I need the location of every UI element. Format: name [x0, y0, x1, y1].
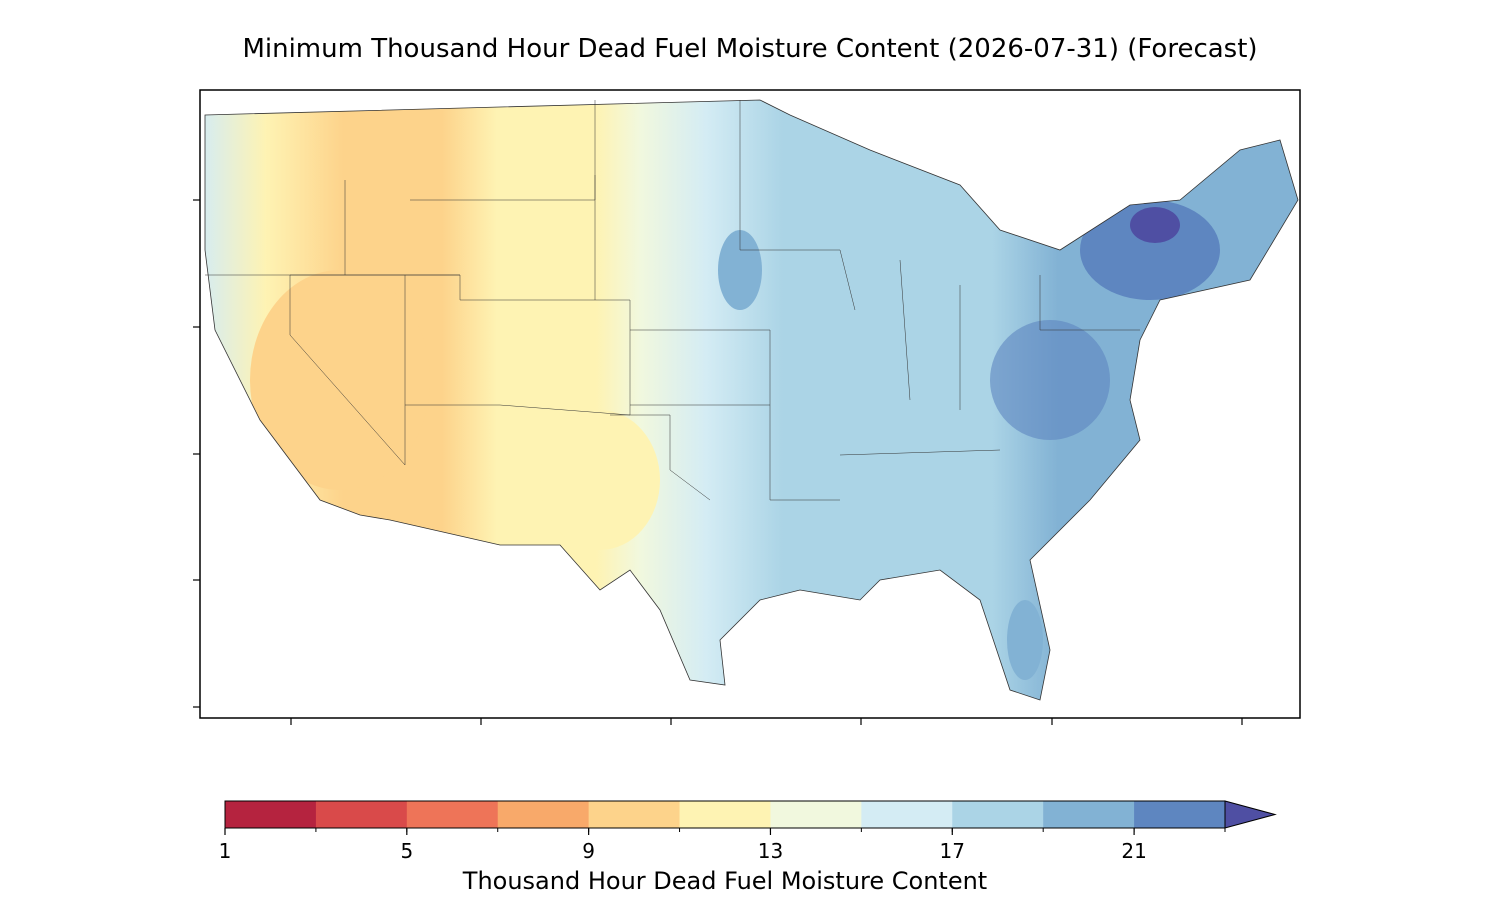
colorbar-tick-label: 1	[219, 839, 232, 863]
colorbar-tick-label: 17	[940, 839, 965, 863]
colorbar-bin	[497, 801, 590, 828]
colorbar-bin	[1043, 801, 1135, 828]
colorbar-bin	[315, 801, 408, 828]
colorbar-tick-label: 21	[1121, 839, 1146, 863]
colorbar-tick-label: 9	[582, 839, 595, 863]
title: Minimum Thousand Hour Dead Fuel Moisture…	[242, 34, 1257, 64]
colorbar-bin	[770, 801, 862, 828]
map	[193, 89, 1301, 725]
colorbar-tick-label: 5	[400, 839, 413, 863]
colorbar-label: Thousand Hour Dead Fuel Moisture Content	[462, 867, 987, 895]
colorbar-tick-label: 13	[758, 839, 783, 863]
colorbar-bin	[1134, 801, 1226, 828]
colorbar-bin	[861, 801, 953, 828]
colorbar-bin	[679, 801, 771, 828]
colorbar-extend	[1224, 800, 1277, 829]
colorbar-bin	[588, 801, 681, 828]
colorbar: 1 5 9 13 17 21	[219, 800, 1277, 863]
colorbar-bin	[225, 801, 317, 828]
colorbar-bin	[952, 801, 1044, 828]
colorbar-frame	[224, 800, 1226, 829]
colorbar-bin	[406, 801, 499, 828]
